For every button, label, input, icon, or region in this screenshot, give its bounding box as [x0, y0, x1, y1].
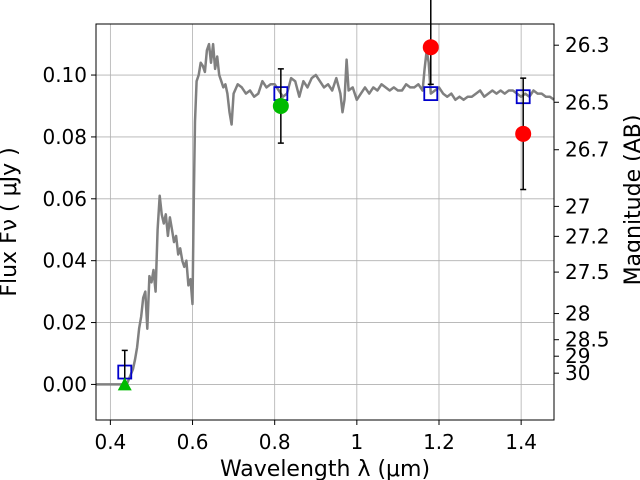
y-tick-label: 0.02 — [42, 311, 87, 335]
x-tick-label: 1.2 — [423, 430, 455, 454]
right-tick-label: 26.5 — [565, 90, 610, 114]
observed-point — [422, 39, 439, 56]
right-tick-label: 27.2 — [565, 224, 610, 248]
x-tick-label: 0.6 — [177, 430, 209, 454]
observed-point — [272, 97, 289, 114]
y-tick-label: 0.08 — [42, 125, 87, 149]
axis-ticks: 0.4 0.6 0.8 1 1.2 1.4 0.00 0.02 0.04 0.06 0.08 0.10… — [42, 33, 609, 454]
right-tick-label: 30 — [565, 361, 590, 385]
y-tick-label: 0.06 — [42, 187, 87, 211]
right-tick-label: 26.7 — [565, 138, 610, 162]
x-tick-label: 0.4 — [94, 430, 126, 454]
observed-point — [515, 125, 532, 142]
y-axis-label: Flux Fν ( μJy ) — [0, 147, 22, 296]
x-axis-label: Wavelength λ (μm) — [220, 457, 430, 480]
sed-line — [96, 42, 555, 386]
x-tick-label: 1 — [350, 430, 363, 454]
plot-frame — [95, 23, 555, 421]
right-tick-label: 28 — [565, 302, 590, 326]
right-axis-label: Magnitude (AB) — [621, 115, 640, 286]
right-tick-label: 26.3 — [565, 33, 610, 57]
right-tick-label: 29 — [565, 344, 590, 368]
series-layer — [96, 0, 555, 391]
y-tick-label: 0.04 — [42, 249, 87, 273]
right-tick-label: 28.5 — [565, 328, 610, 352]
x-tick-label: 0.8 — [259, 430, 291, 454]
x-tick-label: 1.4 — [505, 430, 537, 454]
upper-limit-point — [117, 377, 132, 391]
y-tick-label: 0.10 — [42, 63, 87, 87]
y-tick-label: 0.00 — [42, 372, 87, 396]
right-tick-label: 27.5 — [565, 260, 610, 284]
model-point — [423, 86, 439, 102]
right-tick-label: 27 — [565, 194, 590, 218]
